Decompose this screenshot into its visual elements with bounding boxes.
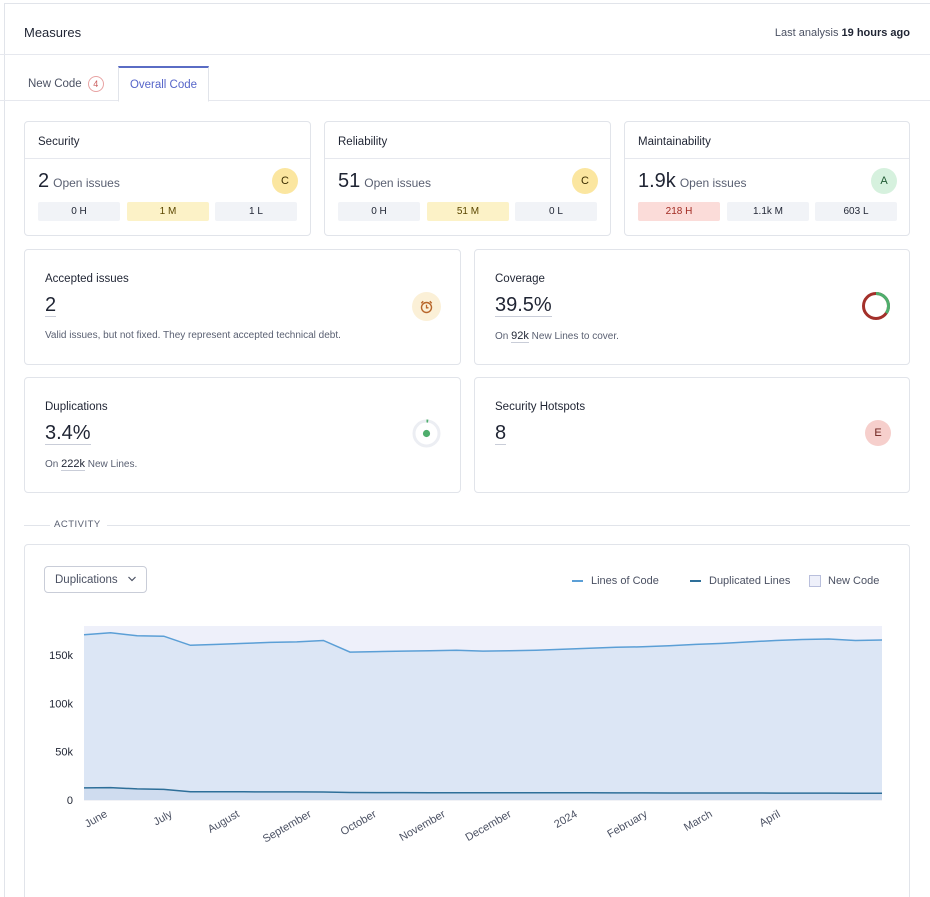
reliability-low[interactable]: 0 L <box>515 202 597 221</box>
duplications-ring-icon <box>412 419 441 448</box>
x-tick-label: February <box>605 808 650 841</box>
legend-duplicated-lines: Duplicated Lines <box>690 575 790 587</box>
reliability-open-issues[interactable]: 51 Open issues <box>338 170 431 193</box>
code-tabs: New Code 4 Overall Code <box>0 66 930 102</box>
reliability-high[interactable]: 0 H <box>338 202 420 221</box>
reliability-grade[interactable]: C <box>572 168 598 194</box>
y-tick-label: 0 <box>67 795 73 807</box>
duplicated-lines-area <box>84 787 882 800</box>
reliability-medium[interactable]: 51 M <box>427 202 509 221</box>
security-open-issues[interactable]: 2 Open issues <box>38 170 120 193</box>
activity-chart[interactable]: 150k 100k 50k 0 June July August September Octob… <box>0 600 930 897</box>
security-grade[interactable]: C <box>272 168 298 194</box>
coverage-donut-icon <box>862 292 890 320</box>
graph-type-select[interactable]: Duplications <box>44 566 147 593</box>
maintainability-open-issues[interactable]: 1.9k Open issues <box>638 170 747 193</box>
new-code-count-badge: 4 <box>87 75 104 92</box>
activity-heading: ACTIVITY <box>54 519 101 530</box>
reliability-card[interactable]: Reliability 51 Open issues C 0 H 51 M 0 L <box>324 121 611 236</box>
coverage-note: On 92k New Lines to cover. <box>495 330 619 343</box>
last-analysis-label: Last analysis <box>774 27 839 39</box>
security-card[interactable]: Security 2 Open issues C 0 H 1 M 1 L <box>24 121 311 236</box>
graph-type-value: Duplications <box>55 573 118 586</box>
x-tick-label: August <box>206 808 242 836</box>
security-title: Security <box>38 136 80 148</box>
legend-new-code: New Code <box>809 575 879 587</box>
maintainability-count: 1.9k <box>638 170 676 192</box>
measures-header: Measures Last analysis 19 hours ago <box>0 0 930 55</box>
x-tick-label: December <box>464 808 514 844</box>
maintainability-card[interactable]: Maintainability 1.9k Open issues A 218 H … <box>624 121 910 236</box>
x-tick-label: 2024 <box>552 808 579 831</box>
legend-duplicated-lines-label: Duplicated Lines <box>709 575 791 587</box>
security-count-label: Open issues <box>53 176 120 190</box>
y-tick-label: 50k <box>55 747 73 759</box>
x-tick-label: September <box>261 808 314 845</box>
last-analysis: Last analysis 19 hours ago <box>775 27 910 39</box>
duplications-title: Duplications <box>45 401 108 413</box>
lines-of-code-series <box>83 632 883 653</box>
tab-new-code-label: New Code <box>28 77 82 90</box>
reliability-count: 51 <box>338 170 361 192</box>
x-tick-label: July <box>152 808 175 828</box>
security-medium[interactable]: 1 M <box>127 202 209 221</box>
x-tick-label: October <box>339 808 379 838</box>
x-tick-label: November <box>398 808 448 844</box>
coverage-title: Coverage <box>495 273 545 285</box>
accepted-value[interactable]: 2 <box>45 294 57 317</box>
last-analysis-value: 19 hours ago <box>841 27 910 39</box>
duplications-note-suffix: New Lines. <box>87 459 138 470</box>
page-frame <box>4 3 930 897</box>
coverage-card: Coverage 39.5% On 92k New Lines to cover… <box>474 249 910 365</box>
maintainability-medium[interactable]: 1.1k M <box>727 202 809 221</box>
y-tick-label: 150k <box>49 650 73 662</box>
security-low[interactable]: 1 L <box>215 202 297 221</box>
maintainability-high[interactable]: 218 H <box>638 202 720 221</box>
tab-overall-code[interactable]: Overall Code <box>118 66 209 102</box>
coverage-note-suffix: New Lines to cover. <box>531 331 619 342</box>
duplications-card: Duplications 3.4% On 222k New Lines. <box>24 377 461 493</box>
duplications-value[interactable]: 3.4% <box>45 422 91 445</box>
y-tick-label: 100k <box>49 698 73 710</box>
security-count: 2 <box>38 170 50 192</box>
tab-overall-label: Overall Code <box>129 78 198 91</box>
maintainability-count-label: Open issues <box>679 176 747 190</box>
hotspots-value[interactable]: 8 <box>495 422 507 445</box>
maintainability-title: Maintainability <box>638 136 711 148</box>
reliability-title: Reliability <box>338 136 388 148</box>
tab-new-code[interactable]: New Code 4 <box>28 66 104 101</box>
coverage-note-value[interactable]: 92k <box>511 330 529 343</box>
accepted-title: Accepted issues <box>45 273 129 285</box>
accepted-note: Valid issues, but not fixed. They repres… <box>45 330 341 341</box>
hotspots-title: Security Hotspots <box>495 401 586 413</box>
duplications-note-value[interactable]: 222k <box>61 458 85 471</box>
duplications-note: On 222k New Lines. <box>45 458 138 471</box>
coverage-note-prefix: On <box>495 331 509 342</box>
alarm-clock-icon <box>412 292 441 321</box>
hotspots-grade[interactable]: E <box>865 420 891 446</box>
legend-new-code-label: New Code <box>828 575 880 587</box>
maintainability-grade[interactable]: A <box>871 168 897 194</box>
legend-lines-of-code: Lines of Code <box>572 575 659 587</box>
duplicated-lines-series <box>83 786 883 795</box>
chevron-down-icon <box>127 572 137 589</box>
security-high[interactable]: 0 H <box>38 202 120 221</box>
legend-lines-of-code-label: Lines of Code <box>591 575 659 587</box>
page-title: Measures <box>24 25 82 40</box>
reliability-count-label: Open issues <box>364 176 431 190</box>
x-tick-label: April <box>757 808 782 829</box>
x-tick-label: June <box>83 808 110 830</box>
maintainability-low[interactable]: 603 L <box>815 202 897 221</box>
coverage-value[interactable]: 39.5% <box>495 294 552 317</box>
duplications-note-prefix: On <box>45 459 59 470</box>
x-tick-label: March <box>682 808 714 834</box>
security-hotspots-card: Security Hotspots 8 E <box>474 377 910 493</box>
lines-of-code-area <box>84 632 882 800</box>
accepted-issues-card: Accepted issues 2 Valid issues, but not … <box>24 249 461 365</box>
